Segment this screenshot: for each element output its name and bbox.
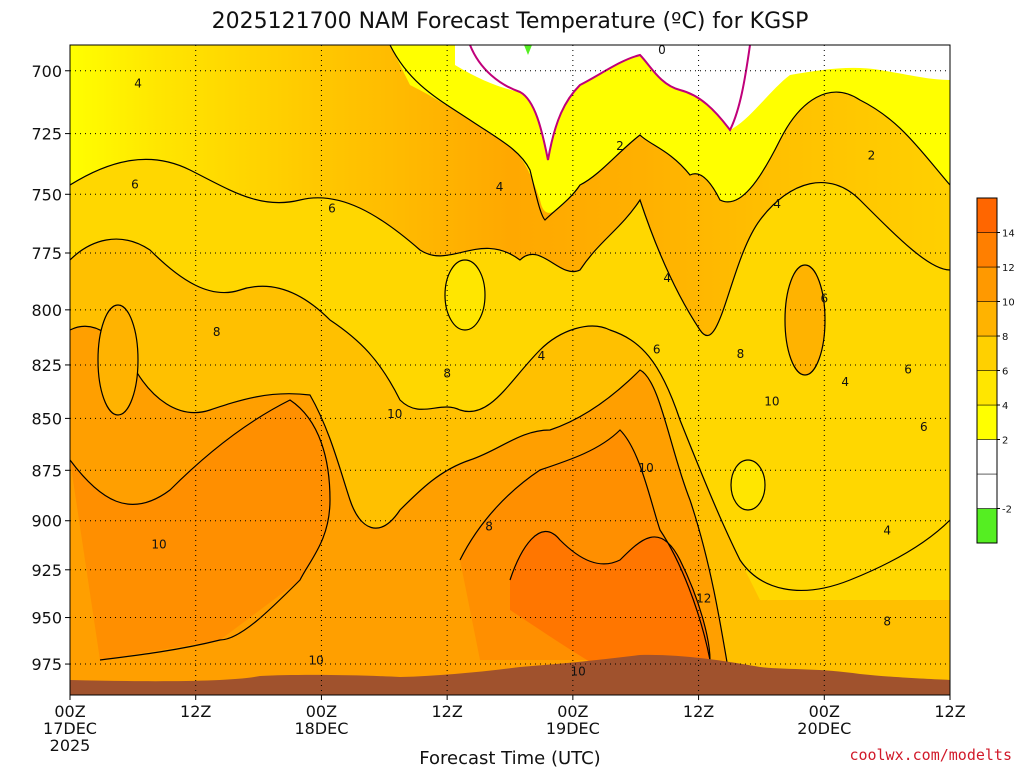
x-tick-label: 12Z (683, 702, 714, 721)
contour-label: 4 (134, 77, 142, 91)
grid-lines (70, 45, 950, 695)
colorbar-segment (976, 473, 998, 509)
y-tick-label: 850 (31, 409, 62, 428)
contour-label: 10 (387, 407, 402, 421)
contour-label: 4 (841, 375, 849, 389)
y-tick-label: 775 (31, 244, 62, 263)
x-tick-label: 18DEC (294, 719, 348, 738)
y-tick-label: 700 (31, 62, 62, 81)
colorbar-segment (976, 439, 998, 475)
y-tick-label: 975 (31, 655, 62, 674)
y-tick-label: 750 (31, 185, 62, 204)
y-tick-label: 825 (31, 356, 62, 375)
colorbar-segment (976, 232, 998, 268)
y-tick-label: 950 (31, 609, 62, 628)
contour-label: 6 (820, 292, 828, 306)
isotherm-2-line (389, 45, 950, 221)
contour-label: 2 (616, 139, 624, 153)
y-tick-label: 900 (31, 512, 62, 531)
band-0-2-upper (455, 45, 950, 160)
colorbar-tick-label: 10 (1002, 298, 1015, 309)
contour-label: 6 (920, 420, 928, 434)
contour-label: 10 (639, 461, 654, 475)
contour-label: 6 (904, 362, 912, 376)
colorbar-tick-label: 12 (1002, 263, 1015, 274)
contour-label: 4 (883, 524, 891, 538)
contour-label: 4 (538, 349, 546, 363)
colorbar: -2 2 4 6 8 10 12 14 (976, 197, 1015, 544)
warm-pocket-east (784, 264, 826, 376)
contour-label: 6 (328, 202, 336, 216)
plot-area (70, 45, 950, 695)
credit-text[interactable]: coolwx.com/modelts (849, 746, 1012, 764)
y-tick-label: 800 (31, 301, 62, 320)
colorbar-segment (976, 404, 998, 440)
isotherm-8-line (70, 325, 731, 681)
colorbar-tick-label: 14 (1002, 229, 1015, 240)
band-12-14 (510, 531, 710, 668)
cool-pocket-mid (444, 259, 486, 331)
colorbar-segment (976, 370, 998, 406)
contour-label: 8 (213, 325, 221, 339)
isotherm-0 (469, 45, 751, 161)
y-tick-label: 875 (31, 461, 62, 480)
below-zero-spot (524, 45, 532, 55)
colorbar-segment (976, 266, 998, 302)
colorbar-segment (976, 508, 998, 544)
y-tick-label: 925 (31, 561, 62, 580)
x-tick-label: 00Z (306, 702, 337, 721)
cool-pocket-east (730, 459, 766, 511)
isotherm-10-line (70, 399, 711, 661)
colorbar-segment (976, 301, 998, 337)
contour-label: 12 (696, 592, 711, 606)
y-tick-label: 725 (31, 125, 62, 144)
x-tick-label: 00Z (54, 702, 85, 721)
contour-label: 4 (663, 271, 671, 285)
colorbar-tick-label: 4 (1002, 401, 1008, 412)
x-tick-label: 12Z (934, 702, 965, 721)
colorbar-tick-label: 2 (1002, 436, 1008, 447)
x-tick-label: 19DEC (546, 719, 600, 738)
colorbar-tick-label: 6 (1002, 367, 1008, 378)
contour-label: 8 (883, 614, 891, 628)
contour-label: 8 (443, 367, 451, 381)
x-tick-label: 2025 (50, 736, 91, 755)
isotherm-6-line (70, 238, 950, 591)
contour-label: 0 (658, 43, 666, 57)
x-tick-label: 20DEC (797, 719, 851, 738)
warm-pocket-west (97, 304, 139, 416)
contour-label: 8 (485, 520, 493, 534)
colorbar-segment (976, 335, 998, 371)
contour-label: 6 (653, 343, 661, 357)
isotherm-12-line (509, 531, 711, 661)
x-tick-label: 12Z (431, 702, 462, 721)
contour-label: 10 (764, 394, 779, 408)
colorbar-tick-label: 8 (1002, 332, 1008, 343)
contour-label: 6 (131, 178, 139, 192)
isotherm-4-line (70, 158, 950, 337)
colorbar-segment (976, 197, 998, 233)
plot-frame (69, 44, 951, 696)
contour-label: 10 (151, 537, 166, 551)
y-axis: 700 725 750 775 800 825 850 875 900 925 950 975 (31, 62, 70, 674)
x-tick-label: 00Z (557, 702, 588, 721)
x-tick-label: 17DEC (43, 719, 97, 738)
x-tick-label: 00Z (809, 702, 840, 721)
chart-title: 2025121700 NAM Forecast Temperature (ºC)… (212, 9, 809, 34)
contour-label: 2 (868, 149, 876, 163)
contour-label: 4 (496, 180, 504, 194)
contour-label: 10 (570, 664, 585, 678)
x-tick-label: 12Z (180, 702, 211, 721)
contour-label: 4 (773, 197, 781, 211)
colorbar-tick-label: -2 (1002, 505, 1012, 516)
terrain-ground (70, 654, 950, 695)
contour-label: 8 (737, 347, 745, 361)
x-axis-label: Forecast Time (UTC) (419, 748, 600, 768)
